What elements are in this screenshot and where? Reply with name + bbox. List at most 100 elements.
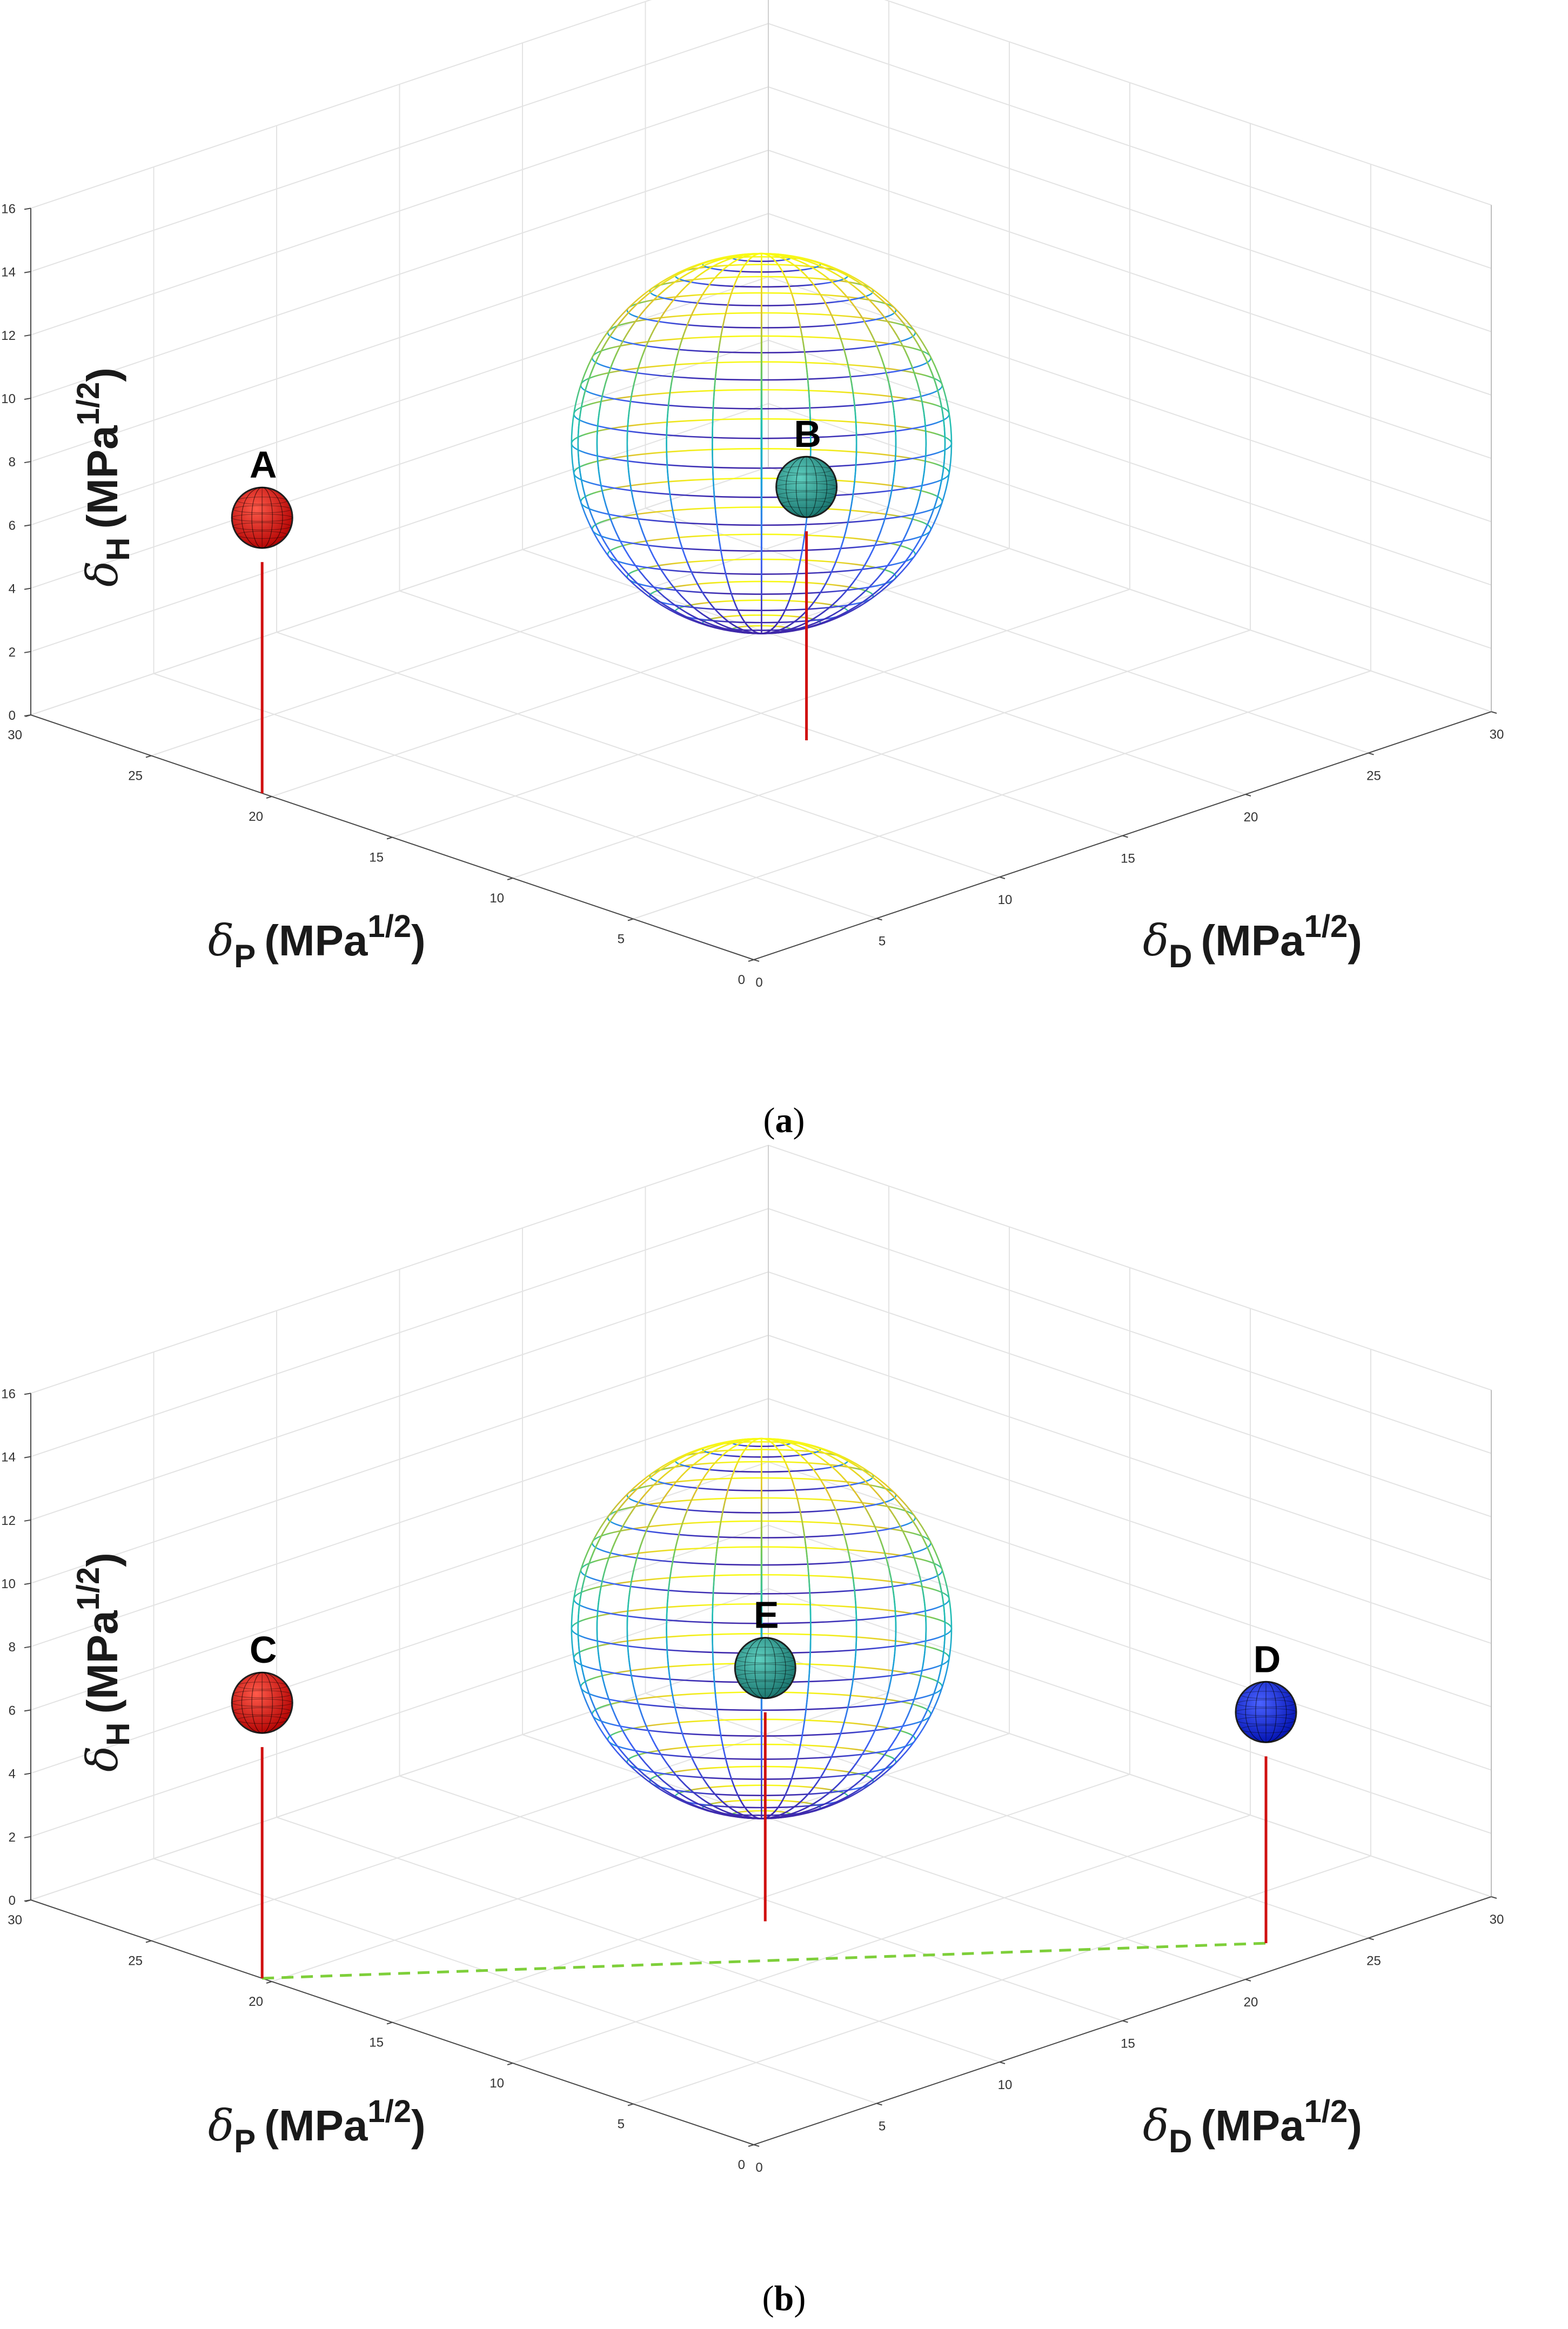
tick-h [24,524,31,527]
caption-a: (a) [763,1101,805,1140]
tick-label-h: 0 [9,708,16,723]
tick-label-p: 15 [369,2036,384,2050]
tick-d [753,2144,760,2147]
tick-label-p: 10 [490,891,504,906]
tick-label-h: 4 [9,582,16,597]
tick-h [24,208,31,210]
point-label-B: B [794,413,821,455]
tick-label-d: 0 [755,2160,762,2175]
tick-h [24,398,31,400]
tick-label-d: 5 [879,2119,886,2134]
grid-side-h [768,1271,1492,1517]
tick-p [386,2022,393,2025]
tick-d [876,918,882,921]
grid-side-h [768,1588,1492,1834]
grid-back-h [30,466,769,715]
tick-d [999,876,1006,879]
grid-side-h [768,276,1492,523]
marker-B [775,456,838,518]
grid-back-h [30,0,652,209]
hsp-sphere [571,252,953,634]
tick-label-h: 6 [9,518,16,533]
axis-label-h: δH(MPa1/2) [71,367,136,587]
tick-h [24,714,31,717]
tick-label-d: 20 [1244,810,1258,825]
grid-floor-p [271,1733,1010,1982]
tick-d [999,2062,1006,2064]
tick-label-h: 8 [9,455,16,470]
axis-label-p: δP (MPa1/2) [208,2094,426,2159]
tick-d [1368,752,1374,755]
grid-side-h [768,466,1492,712]
tick-label-d: 10 [998,893,1013,907]
grid-back-h [30,86,769,336]
tick-label-p: 20 [249,1995,263,2009]
tick-h [24,1646,31,1649]
grid-floor-p [633,670,1371,920]
axis-label-d: δD (MPa1/2) [1143,2094,1362,2159]
tick-h [24,1393,31,1395]
tick-p [627,2103,634,2106]
axis-label-p: δP (MPa1/2) [208,909,426,974]
tick-label-p: 0 [738,973,745,987]
tick-label-h: 12 [1,329,16,343]
grid-floor-p [512,630,1251,879]
grid-side-h [768,1145,1492,1391]
grid-side-h [768,213,1492,459]
connector-dashed-line [262,1942,1267,1980]
tick-label-d: 0 [755,975,762,990]
tick-label-d: 25 [1366,769,1381,784]
grid-floor-p [512,1815,1251,2064]
grid-back-h [30,339,769,589]
tick-label-p: 15 [369,851,384,865]
tick-p [507,878,513,880]
grid-back-h [30,1335,769,1584]
tick-h [24,1899,31,1902]
tick-label-p: 5 [618,2117,625,2132]
tick-label-p: 25 [128,769,143,784]
tick-d [1491,711,1497,714]
tick-p [627,918,634,921]
marker-mesh-D [1235,1681,1297,1743]
grid-back-h [30,1398,769,1648]
tick-label-h: 4 [9,1767,16,1782]
marker-mesh-E [734,1637,796,1699]
tick-p [145,755,152,758]
grid-floor-p [392,1773,1130,2023]
grid-side-h [768,403,1492,649]
grid-floor-p [392,588,1130,838]
tick-label-h: 16 [1,202,16,216]
tick-h [24,1836,31,1838]
grid-side-h [768,86,1492,332]
axis-label-d: δD (MPa1/2) [1143,909,1362,974]
tick-label-d: 10 [998,2078,1013,2092]
tick-p [386,836,393,840]
grid-floor-p [271,548,1010,797]
tick-d [1122,2020,1128,2023]
tick-p [748,2144,754,2147]
grid-back-h [30,1588,769,1837]
marker-mesh-C [231,1672,293,1734]
grid-side-h [768,23,1492,269]
axis-label-h: δH(MPa1/2) [71,1552,136,1772]
tick-label-d: 15 [1121,852,1135,866]
tick-h [24,461,31,464]
tick-d [1122,835,1128,838]
grid-back-h [30,150,769,399]
tick-h [24,1772,31,1775]
tick-label-p: 0 [738,2158,745,2172]
grid-side-h [768,1651,1492,1897]
point-label-D: D [1254,1638,1281,1680]
tick-h [24,1519,31,1522]
tick-label-p: 20 [249,809,263,824]
grid-back-h [30,1208,769,1457]
tick-d [753,959,760,962]
grid-back-h [30,23,769,272]
marker-D [1235,1681,1297,1743]
sphere-meridian [760,252,763,634]
point-label-A: A [250,444,277,486]
tick-label-d: 30 [1490,1912,1504,1927]
tick-h [24,334,31,337]
tick-label-h: 14 [1,265,16,280]
